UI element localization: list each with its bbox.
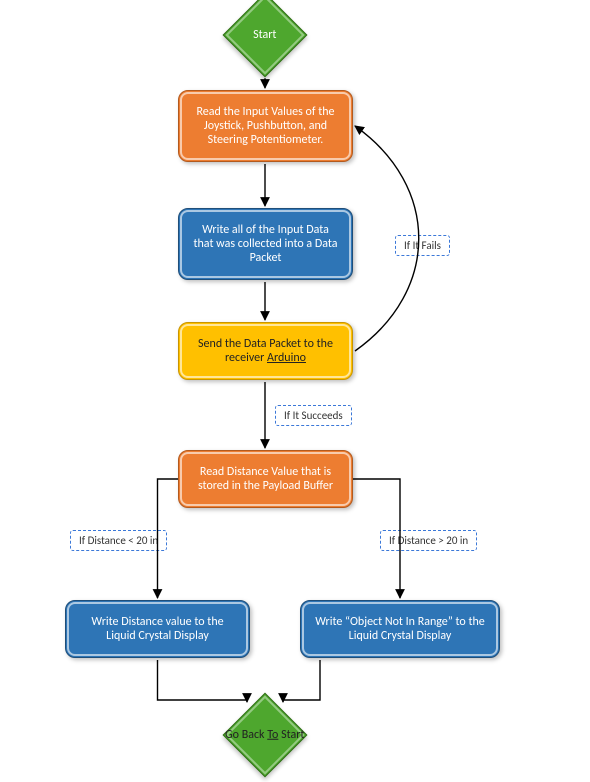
cond-gt: If Distance > 20 in bbox=[380, 530, 477, 551]
write-lcd-right-box: Write “Object Not In Range” to the Liqui… bbox=[300, 600, 500, 658]
cond-succeed: If It Succeeds bbox=[275, 405, 352, 426]
cond-lt: If Distance < 20 in bbox=[70, 530, 167, 551]
end-label-a: Go Back bbox=[225, 728, 267, 742]
write-lcd-right-text: Write “Object Not In Range” to the Liqui… bbox=[313, 615, 487, 643]
read-inputs-text: Read the Input Values of the Joystick, P… bbox=[191, 105, 340, 147]
read-distance-text: Read Distance Value that is stored in th… bbox=[191, 465, 340, 493]
start-label: Start bbox=[253, 28, 276, 42]
write-packet-text: Write all of the Input Data that was col… bbox=[191, 223, 340, 265]
cond-fail: If It Fails bbox=[395, 235, 450, 256]
end-label-b: To bbox=[267, 728, 278, 742]
end-diamond: Go Back To Start bbox=[223, 693, 308, 778]
read-inputs-box: Read the Input Values of the Joystick, P… bbox=[178, 90, 353, 162]
end-label-c: Start bbox=[279, 728, 305, 742]
write-packet-box: Write all of the Input Data that was col… bbox=[178, 208, 353, 280]
end-label: Go Back To Start bbox=[225, 728, 304, 742]
send-packet-box: Send the Data Packet to the receiver Ard… bbox=[178, 322, 353, 380]
write-lcd-left-box: Write Distance value to the Liquid Cryst… bbox=[65, 600, 250, 658]
start-diamond: Start bbox=[223, 0, 308, 77]
send-packet-text: Send the Data Packet to the receiver Ard… bbox=[191, 337, 340, 365]
send-packet-text-b: Arduino bbox=[267, 351, 306, 365]
write-lcd-left-text: Write Distance value to the Liquid Cryst… bbox=[78, 615, 237, 643]
flowchart-canvas: Start Read the Input Values of the Joyst… bbox=[0, 0, 590, 782]
send-packet-text-a: Send the Data Packet to the receiver bbox=[198, 337, 333, 365]
read-distance-box: Read Distance Value that is stored in th… bbox=[178, 450, 353, 508]
